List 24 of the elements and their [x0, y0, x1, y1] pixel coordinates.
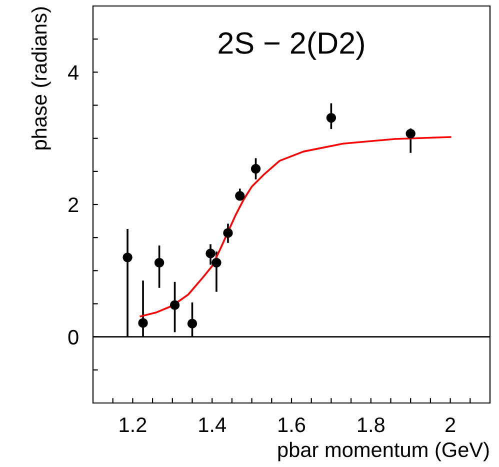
- point: [187, 318, 198, 328]
- x-tick-label: 1.6: [278, 417, 306, 432]
- annotation: 2S − 2(D2): [218, 31, 364, 60]
- point: [212, 258, 222, 268]
- x-tick-label: 2: [446, 417, 456, 432]
- y-tick-label: 0: [68, 330, 78, 345]
- point: [223, 228, 233, 238]
- point: [206, 248, 216, 258]
- point: [326, 112, 336, 123]
- line-series: [140, 136, 452, 318]
- x-axis-title: pbar momentum (GeV): [278, 442, 489, 462]
- x-tick-label: 1.4: [199, 418, 226, 432]
- point: [250, 164, 261, 174]
- point: [170, 300, 180, 310]
- y-tick-label: 4: [68, 65, 78, 80]
- x-tick-label: 1.8: [358, 417, 384, 432]
- y-axis-title: phase (radians): [31, 7, 51, 150]
- point: [138, 318, 148, 328]
- point: [235, 191, 245, 201]
- point: [122, 252, 132, 262]
- point: [406, 128, 416, 139]
- y-tick-label: 2: [68, 198, 78, 212]
- x-tick-label: 1.2: [120, 417, 146, 432]
- point: [154, 258, 164, 268]
